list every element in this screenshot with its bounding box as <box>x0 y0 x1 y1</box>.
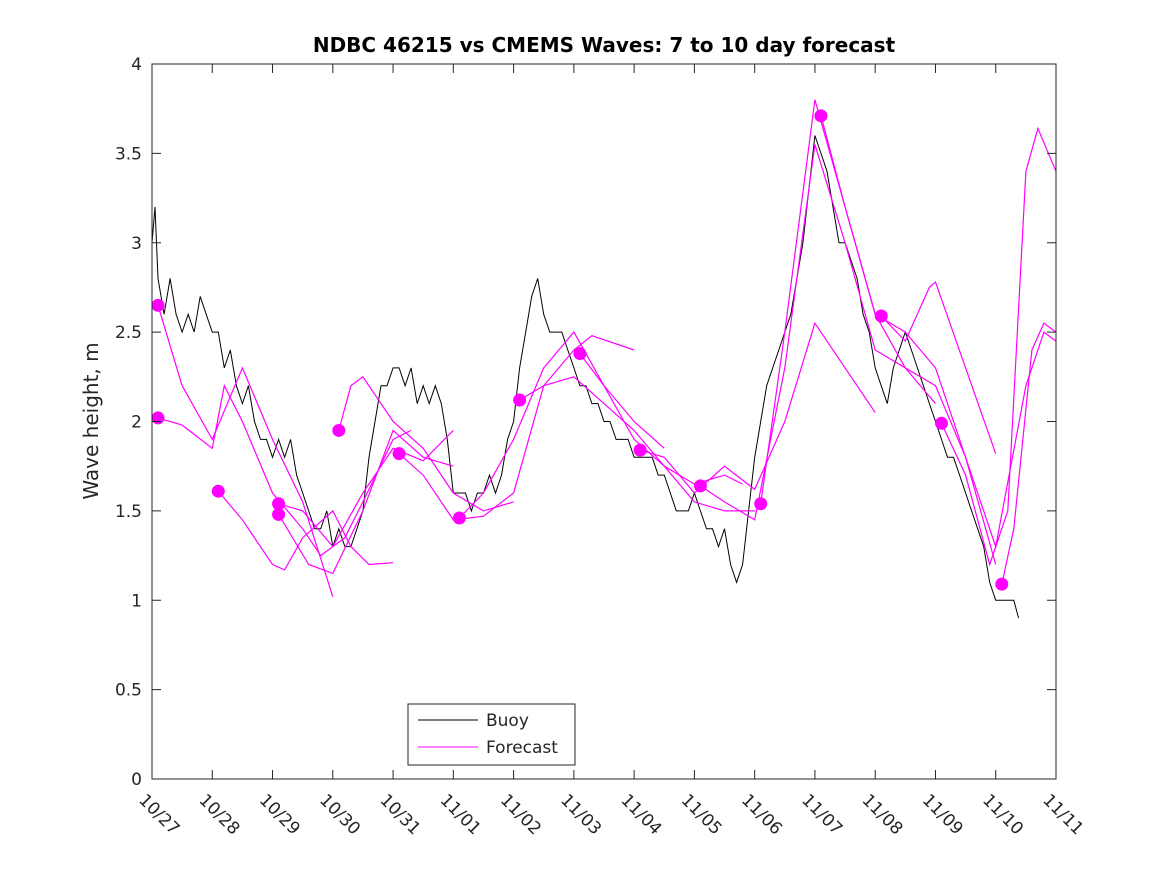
forecast-start-marker-8 <box>452 511 466 525</box>
forecast-series-line-2 <box>157 383 412 557</box>
forecast-series-line-4 <box>278 429 454 548</box>
forecast-series-line-3 <box>217 490 394 571</box>
x-tick-label: 11/04 <box>617 790 666 839</box>
x-tick-label: 11/11 <box>1038 790 1087 839</box>
forecast-series-line-15 <box>880 281 997 454</box>
forecast-start-marker-3 <box>211 484 225 498</box>
y-tick-label: 3 <box>131 234 142 254</box>
forecast-series-line-10 <box>579 353 755 512</box>
x-tick-label: 11/09 <box>918 790 967 839</box>
forecast-series-line-1 <box>157 305 334 597</box>
forecast-start-marker-15 <box>874 309 888 323</box>
x-tick-label: 10/28 <box>195 790 244 839</box>
forecast-series-line-8 <box>458 331 665 519</box>
x-tick-label: 10/30 <box>315 790 364 839</box>
legend: Buoy Forecast <box>407 703 576 766</box>
x-tick-label: 11/01 <box>436 790 485 839</box>
forecast-series-line-17 <box>1001 322 1057 585</box>
forecast-start-marker-6 <box>332 423 346 437</box>
forecast-start-marker-5 <box>272 507 286 521</box>
forecast-start-marker-14 <box>814 109 828 123</box>
forecast-start-marker-9 <box>513 393 527 407</box>
y-tick-label: 0 <box>131 770 142 790</box>
forecast-series-line-11 <box>640 321 876 494</box>
y-tick-label: 2.5 <box>115 323 142 343</box>
forecast-start-marker-4 <box>272 497 286 511</box>
forecast-series-line-16 <box>940 126 1057 567</box>
forecast-start-marker-7 <box>392 447 406 461</box>
x-tick-label: 11/03 <box>556 790 605 839</box>
x-tick-label: 11/02 <box>496 790 545 839</box>
forecast-series-line-9 <box>519 376 743 485</box>
x-tick-label: 11/10 <box>978 790 1027 839</box>
forecast-start-marker-13 <box>754 497 768 511</box>
x-tick-label: 11/08 <box>858 790 907 839</box>
forecast-series-line-12 <box>700 144 936 521</box>
forecast-series-line-14 <box>820 115 1057 549</box>
y-tick-label: 3.5 <box>115 144 142 164</box>
forecast-start-marker-10 <box>573 347 587 361</box>
chart-title: NDBC 46215 vs CMEMS Waves: 7 to 10 day f… <box>313 33 896 57</box>
legend-buoy-label: Buoy <box>486 711 529 731</box>
forecast-start-marker-12 <box>693 479 707 493</box>
forecast-series-line-7 <box>398 335 635 521</box>
y-tick-label: 1.5 <box>115 502 142 522</box>
y-tick-label: 0.5 <box>115 681 142 701</box>
x-tick-label: 10/29 <box>255 790 304 839</box>
forecast-series-line-13 <box>760 99 997 565</box>
x-tick-label: 10/27 <box>134 790 183 839</box>
forecast-series-line-5 <box>278 429 454 575</box>
forecast-start-marker-1 <box>151 298 165 312</box>
x-tick-label: 11/07 <box>797 790 846 839</box>
y-tick-label: 2 <box>131 413 142 433</box>
forecast-series-line-6 <box>338 375 514 512</box>
y-tick-label: 1 <box>131 591 142 611</box>
forecast-start-marker-17 <box>995 577 1009 591</box>
x-tick-label: 10/31 <box>376 790 425 839</box>
forecast-start-marker-16 <box>934 416 948 430</box>
y-axis-label: Wave height, m <box>79 342 103 499</box>
forecast-start-marker-11 <box>633 443 647 457</box>
x-tick-label: 11/05 <box>677 790 726 839</box>
buoy-series-line <box>151 135 1020 619</box>
x-tick-label: 11/06 <box>737 790 786 839</box>
forecast-start-marker-2 <box>151 411 165 425</box>
y-tick-label: 4 <box>131 55 142 75</box>
legend-forecast-label: Forecast <box>486 738 558 758</box>
